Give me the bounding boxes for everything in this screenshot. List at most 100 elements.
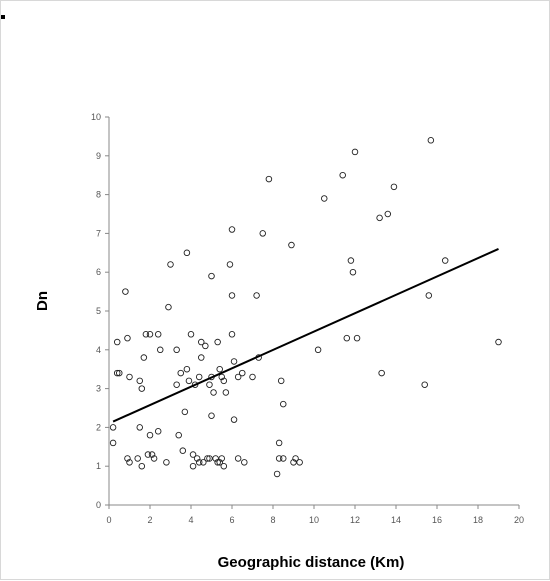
data-point (202, 342, 209, 350)
data-point (163, 459, 170, 466)
data-point (195, 373, 203, 381)
data-point (495, 338, 502, 346)
x-tick-label: 4 (188, 515, 193, 525)
data-point (167, 261, 174, 268)
data-point (228, 292, 236, 299)
data-point (148, 451, 156, 458)
data-point (154, 428, 162, 435)
y-tick-label: 4 (96, 345, 101, 355)
data-point (296, 459, 303, 466)
data-point (339, 171, 346, 179)
trendline-group (112, 248, 499, 423)
data-point (425, 292, 433, 299)
data-point (195, 459, 203, 466)
data-point (378, 369, 385, 377)
data-point (113, 369, 121, 377)
data-point (214, 459, 221, 466)
x-tick-label: 14 (391, 515, 401, 525)
data-point (197, 354, 205, 361)
data-point (138, 385, 146, 392)
data-point (275, 455, 283, 462)
x-tick-label: 18 (473, 515, 483, 525)
x-tick-label: 10 (309, 515, 319, 525)
data-point (275, 439, 283, 447)
y-tick-label: 7 (96, 228, 101, 238)
data-point (277, 377, 285, 385)
data-point (353, 334, 361, 342)
y-axis-title: Dn (34, 291, 51, 311)
data-point (249, 373, 256, 381)
data-point (191, 381, 199, 388)
data-point (109, 439, 117, 447)
y-tick-label: 8 (96, 190, 101, 200)
data-point (343, 334, 351, 342)
data-point (347, 257, 355, 264)
data-point (349, 268, 357, 276)
data-point (146, 431, 154, 439)
x-tick-label: 8 (270, 515, 275, 525)
data-point (197, 338, 205, 346)
data-point (226, 261, 234, 268)
x-axis-title: Geographic distance (Km) (218, 554, 405, 571)
data-point (230, 358, 238, 365)
data-point (134, 455, 141, 462)
data-point (292, 455, 299, 462)
data-point (216, 365, 223, 373)
y-tick-label: 6 (96, 267, 101, 277)
data-point (177, 369, 184, 377)
data-point (150, 455, 158, 462)
data-point (185, 377, 193, 385)
x-tick-label: 0 (106, 515, 111, 525)
y-tick-label: 1 (96, 461, 101, 471)
data-point (126, 373, 133, 381)
data-point (183, 249, 191, 257)
y-tick-label: 9 (96, 151, 101, 161)
trendline (112, 248, 499, 423)
data-point (280, 455, 287, 462)
data-point (115, 369, 123, 377)
data-point (204, 455, 211, 462)
data-point (390, 183, 398, 191)
x-tick-label: 16 (432, 515, 442, 525)
data-point (187, 331, 195, 338)
data-point (140, 354, 148, 361)
data-point (441, 257, 449, 264)
data-point (253, 292, 260, 299)
data-point (220, 462, 228, 470)
data-point (109, 424, 117, 431)
data-point (265, 175, 273, 183)
data-point (124, 455, 131, 462)
data-point (212, 455, 219, 462)
data-point (384, 210, 392, 218)
data-point (165, 303, 172, 311)
data-point (421, 381, 428, 388)
data-point (234, 455, 242, 462)
data-point (193, 455, 201, 462)
data-point (214, 338, 221, 346)
data-point (238, 369, 246, 377)
data-point (228, 331, 236, 338)
x-tick-label: 2 (147, 515, 152, 525)
y-tick-label: 2 (96, 422, 101, 432)
data-point (427, 137, 435, 144)
data-point (156, 346, 164, 354)
data-point (208, 272, 215, 280)
corner-mark (1, 15, 5, 19)
data-point (124, 334, 131, 342)
data-point (273, 470, 281, 478)
data-point (259, 230, 267, 237)
data-point (146, 331, 154, 338)
data-point (314, 346, 322, 354)
data-point (136, 377, 143, 385)
data-point (210, 389, 217, 396)
data-point (138, 462, 146, 470)
data-point (218, 373, 225, 381)
data-point (234, 373, 242, 381)
data-point (216, 459, 223, 466)
y-tick-label: 10 (91, 112, 101, 122)
data-point (321, 195, 328, 202)
data-point (241, 459, 248, 466)
